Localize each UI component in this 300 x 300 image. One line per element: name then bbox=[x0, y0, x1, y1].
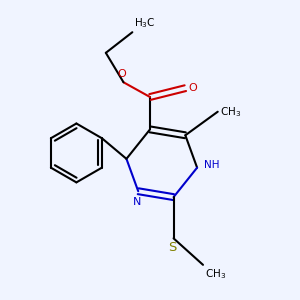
Text: CH$_3$: CH$_3$ bbox=[206, 267, 226, 281]
Text: CH$_3$: CH$_3$ bbox=[220, 105, 241, 118]
Text: N: N bbox=[133, 196, 141, 206]
Text: H$_3$C: H$_3$C bbox=[134, 16, 155, 30]
Text: NH: NH bbox=[205, 160, 220, 170]
Text: S: S bbox=[168, 241, 176, 254]
Text: O: O bbox=[118, 69, 126, 79]
Text: O: O bbox=[189, 82, 198, 93]
